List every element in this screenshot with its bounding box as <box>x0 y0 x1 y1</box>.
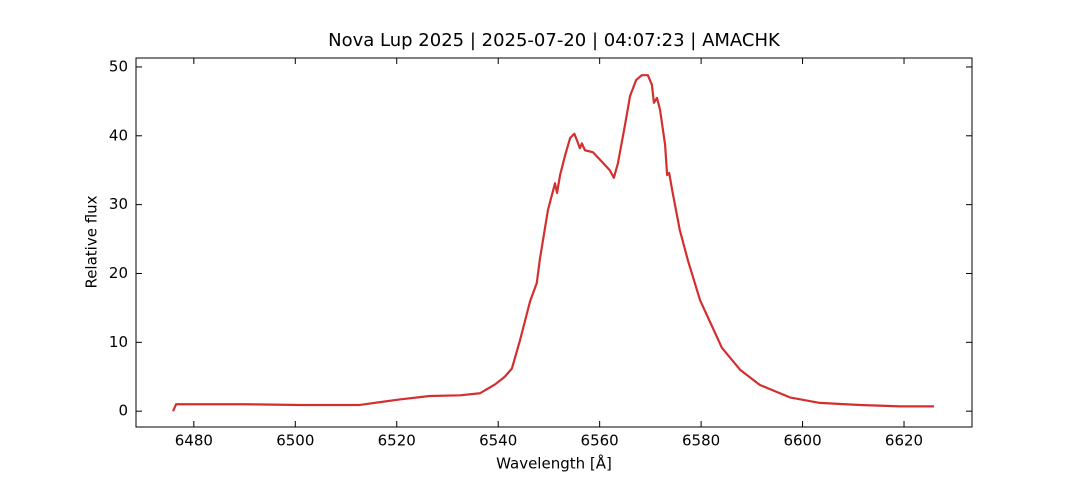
y-tick-label: 50 <box>109 57 128 75</box>
x-tick-label: 6560 <box>581 432 619 450</box>
y-axis-label: Relative flux <box>83 195 101 288</box>
x-tick-label: 6480 <box>175 432 213 450</box>
spectrum-line <box>172 74 934 412</box>
x-axis-label: Wavelength [Å] <box>496 454 612 473</box>
y-tick-label: 40 <box>109 126 128 144</box>
x-tick-label: 6580 <box>682 432 720 450</box>
x-tick-label: 6520 <box>378 432 416 450</box>
x-tick-label: 6600 <box>783 432 821 450</box>
plot-frame <box>135 57 973 428</box>
y-tick-label: 20 <box>109 264 128 282</box>
y-tick-label: 0 <box>118 402 128 420</box>
x-tick-label: 6620 <box>885 432 923 450</box>
y-tick-label: 30 <box>109 195 128 213</box>
x-tick-label: 6540 <box>479 432 517 450</box>
x-tick-label: 6500 <box>276 432 314 450</box>
chart-title: Nova Lup 2025 | 2025-07-20 | 04:07:23 | … <box>328 30 781 51</box>
y-tick-label: 10 <box>109 333 128 351</box>
